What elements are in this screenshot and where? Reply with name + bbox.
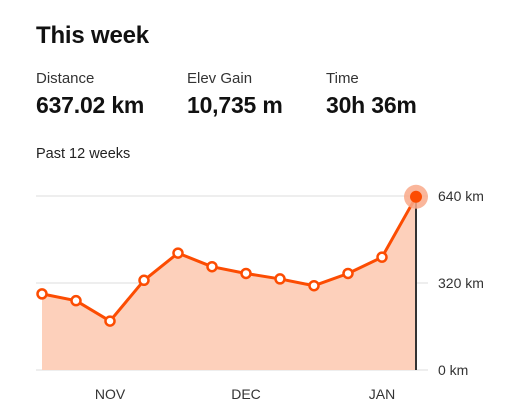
data-point[interactable] — [36, 288, 48, 300]
stat-distance-value: 637.02 km — [36, 92, 145, 118]
area-fill — [42, 196, 416, 370]
stat-elev-gain-label: Elev Gain — [187, 70, 253, 87]
stat-distance: Distance 637.02 km — [36, 70, 144, 119]
data-point[interactable] — [138, 274, 150, 287]
stat-time-value: 30h 36m — [326, 92, 417, 118]
x-tick-label: DEC — [231, 386, 261, 402]
x-tick-label: JAN — [369, 386, 395, 402]
stat-time-label: Time — [326, 70, 359, 87]
y-tick-label: 320 km — [438, 275, 484, 291]
data-point[interactable] — [274, 273, 286, 285]
y-tick-label: 640 km — [438, 188, 484, 204]
x-tick-label: NOV — [95, 386, 126, 402]
stat-elev-gain: Elev Gain 10,735 m — [187, 70, 283, 119]
data-point[interactable] — [172, 247, 184, 259]
data-point[interactable] — [342, 267, 354, 280]
data-point[interactable] — [240, 267, 252, 280]
data-point[interactable] — [104, 315, 116, 327]
stat-time: Time 30h 36m — [326, 70, 417, 119]
period-label: Past 12 weeks — [36, 146, 131, 162]
y-tick-label: 0 km — [438, 362, 468, 378]
distance-line — [41, 196, 418, 323]
data-point[interactable] — [308, 279, 320, 292]
page-title: This week — [36, 22, 149, 49]
data-point[interactable] — [206, 260, 218, 273]
stat-elev-gain-value: 10,735 m — [187, 92, 283, 118]
data-point[interactable] — [70, 294, 82, 307]
stat-distance-label: Distance — [36, 70, 95, 87]
selected-data-point[interactable] — [410, 190, 422, 203]
data-point[interactable] — [376, 251, 388, 263]
